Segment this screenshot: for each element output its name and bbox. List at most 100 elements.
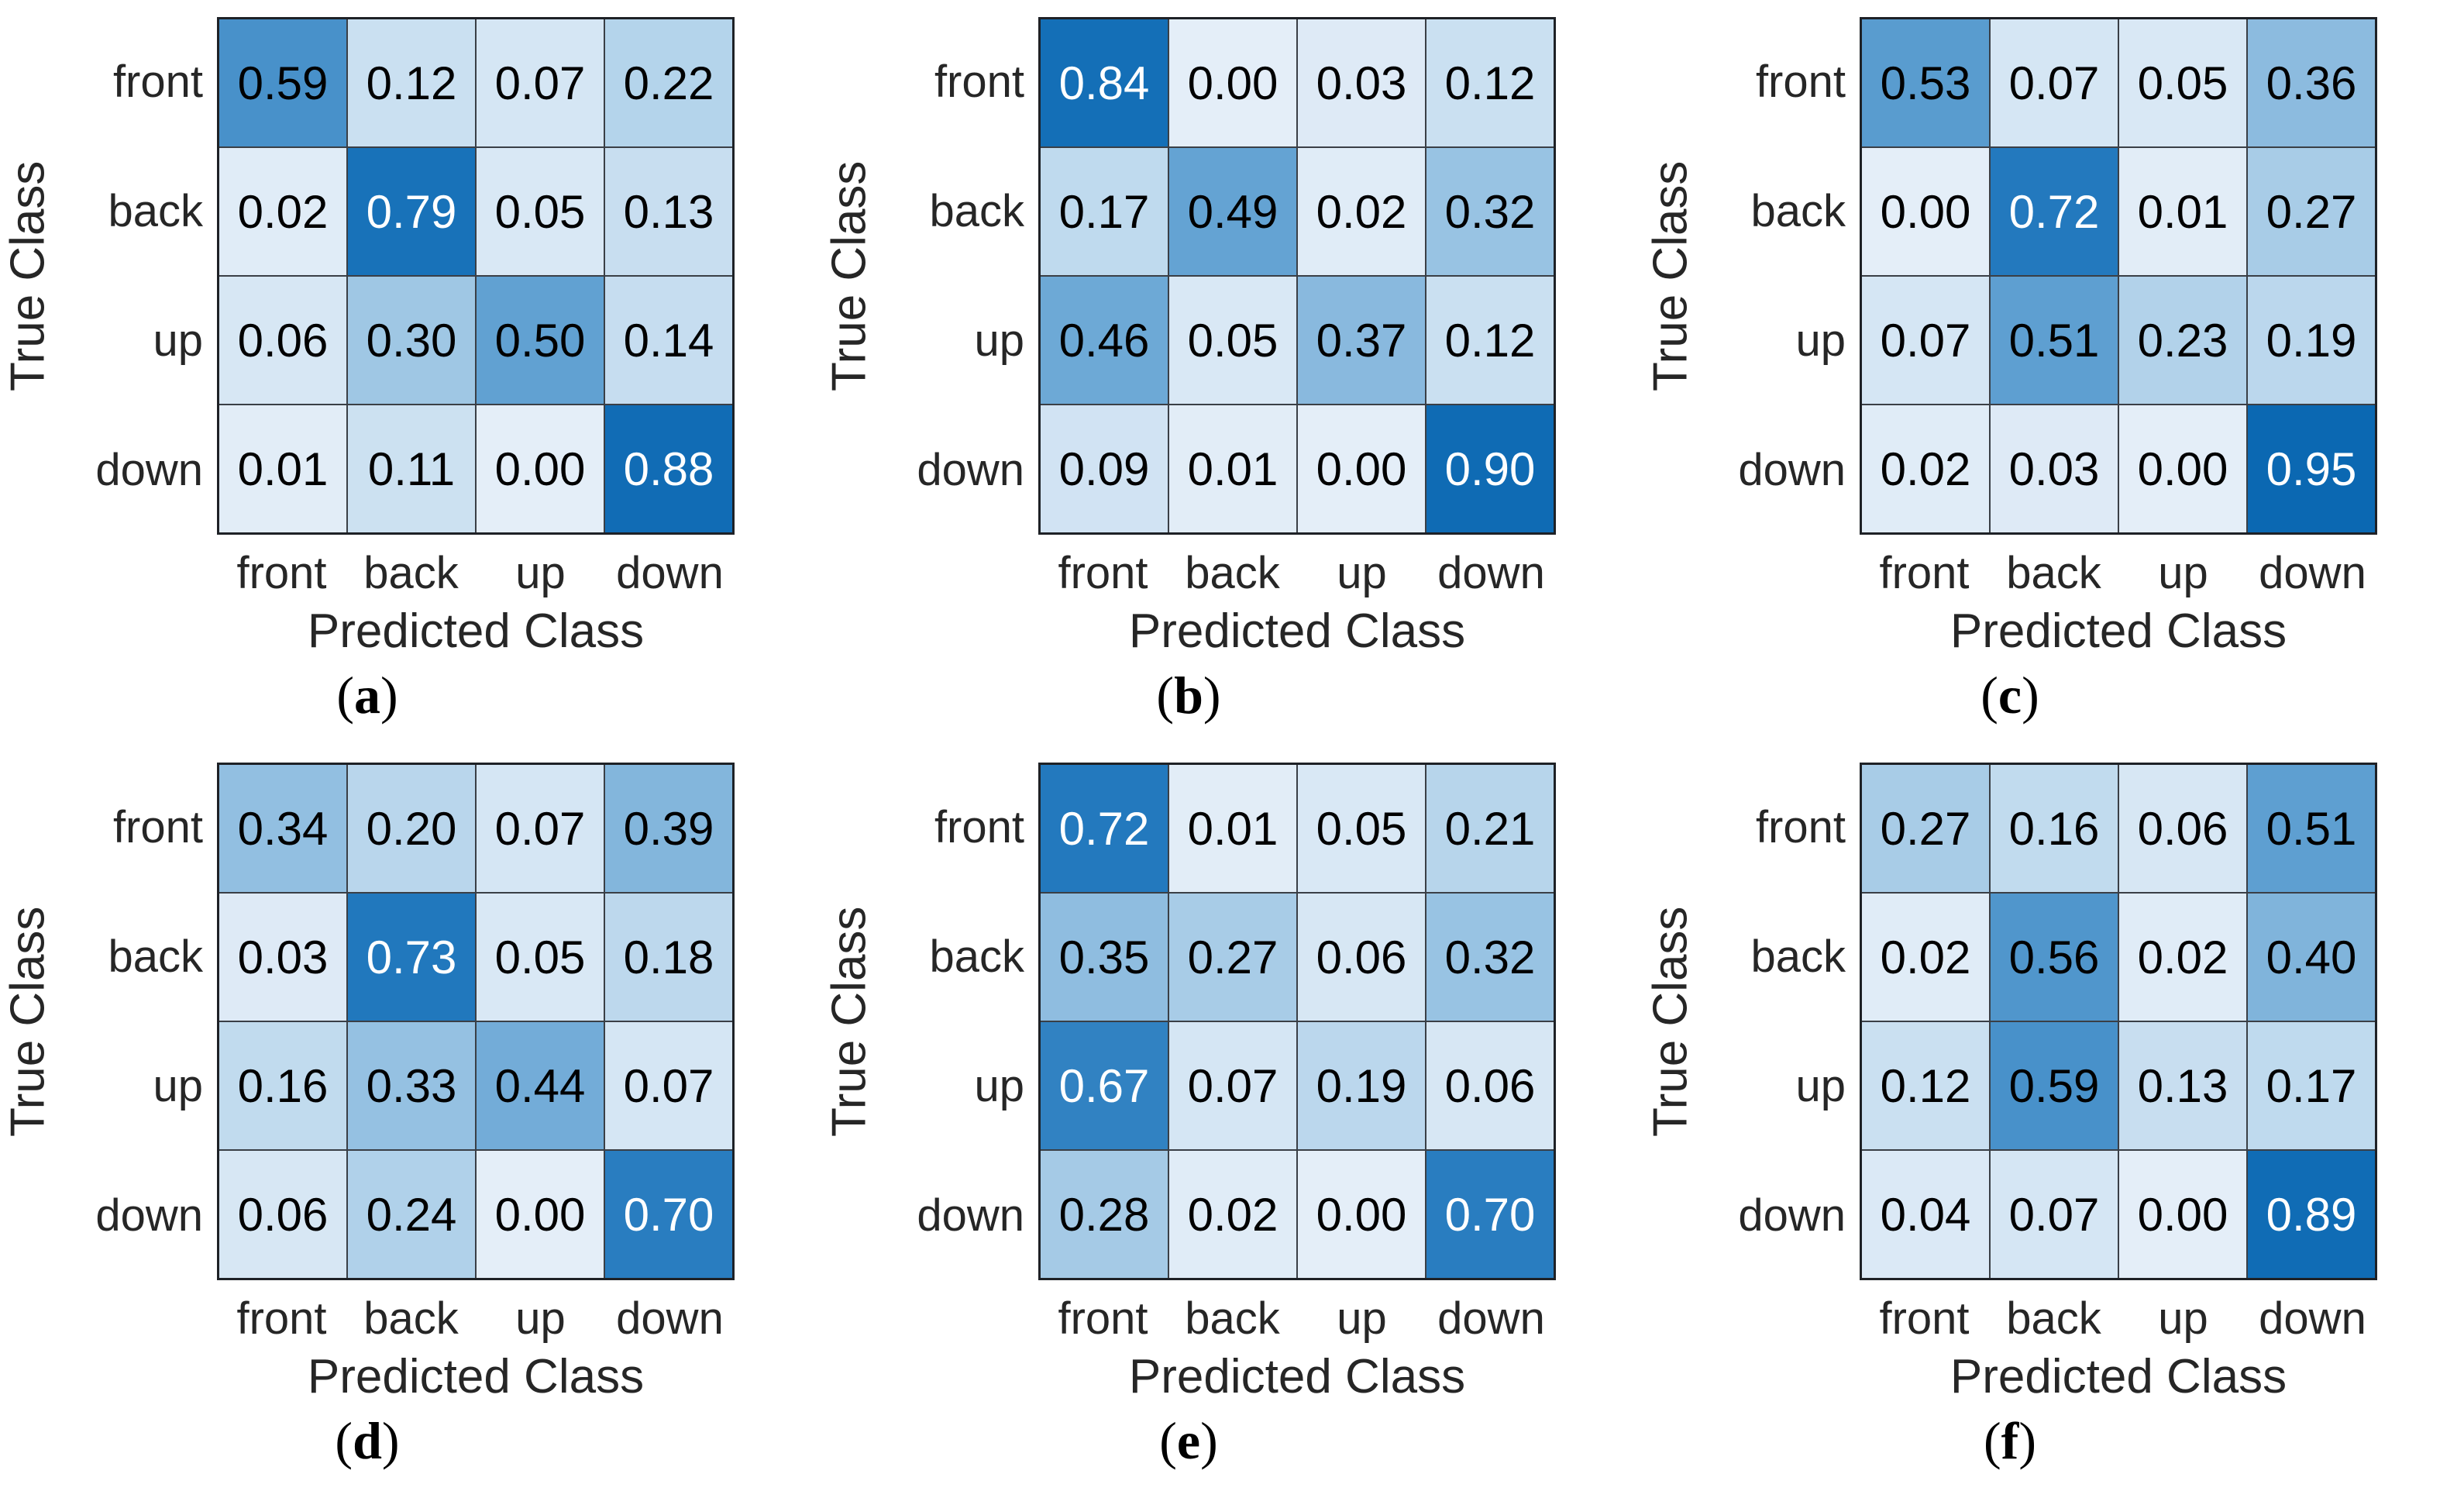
- panel-caption: (b): [1156, 666, 1221, 725]
- y-tick-labels: front back up down: [877, 17, 1038, 535]
- matrix-cell: 0.44: [477, 1022, 604, 1149]
- x-tick-labels: front back up down: [1860, 547, 2377, 599]
- x-tick-label: down: [616, 1293, 724, 1344]
- matrix-cell: 0.90: [1426, 405, 1554, 532]
- matrix-cell: 0.00: [477, 1151, 604, 1278]
- matrix-cell: 0.73: [348, 894, 475, 1021]
- y-tick-label: back: [1750, 186, 1846, 236]
- x-tick-label: back: [363, 548, 459, 598]
- y-tick-label: up: [153, 315, 203, 366]
- matrix-cell: 0.02: [1862, 405, 1989, 532]
- x-tick-label: front: [236, 548, 327, 598]
- y-tick-label: front: [934, 57, 1024, 107]
- x-tick-labels: front back up down: [217, 1293, 735, 1345]
- caption-letter: c: [1998, 666, 2022, 725]
- matrix-cell: 0.02: [1169, 1151, 1296, 1278]
- y-tick-label: front: [1755, 57, 1846, 107]
- matrix-cell: 0.49: [1169, 148, 1296, 275]
- matrix-cell: 0.95: [2248, 405, 2375, 532]
- matrix-cell: 0.72: [1991, 148, 2118, 275]
- matrix-cell: 0.36: [2248, 19, 2375, 146]
- matrix-cell: 0.23: [2119, 277, 2246, 404]
- matrix-cell: 0.32: [1426, 148, 1554, 275]
- matrix-cell: 0.05: [477, 148, 604, 275]
- matrix-cell: 0.89: [2248, 1151, 2375, 1278]
- x-tick-label: up: [1337, 548, 1387, 598]
- y-tick-labels: front back up down: [1698, 763, 1860, 1280]
- matrix-cell: 0.01: [1169, 765, 1296, 892]
- matrix-cell: 0.09: [1041, 405, 1168, 532]
- y-tick-label: back: [929, 186, 1024, 236]
- matrix-cell: 0.16: [1991, 765, 2118, 892]
- x-tick-label: down: [2259, 1293, 2366, 1344]
- matrix-cell: 0.05: [1298, 765, 1425, 892]
- x-tick-label: front: [1058, 1293, 1148, 1344]
- y-tick-label: down: [95, 445, 203, 495]
- panel-caption: (e): [1159, 1411, 1218, 1470]
- matrix-cell: 0.59: [219, 19, 346, 146]
- y-tick-label: up: [974, 315, 1024, 366]
- matrix-cell: 0.56: [1991, 894, 2118, 1021]
- caption-letter: e: [1176, 1411, 1201, 1470]
- matrix-cell: 0.00: [2119, 405, 2246, 532]
- panel-content: True Class front back up down 0.59 0.12 0.07 0.2…: [0, 0, 821, 726]
- matrix-cell: 0.51: [1991, 277, 2118, 404]
- x-tick-label: down: [1437, 1293, 1545, 1344]
- matrix-cell: 0.13: [605, 148, 732, 275]
- matrix-cell: 0.30: [348, 277, 475, 404]
- matrix-cell: 0.02: [1862, 894, 1989, 1021]
- matrix-cell: 0.27: [1169, 894, 1296, 1021]
- y-tick-label: up: [1795, 1061, 1846, 1111]
- panel-content: True Class front back up down 0.34 0.20 0.07 0.3…: [0, 736, 821, 1472]
- matrix-cell: 0.06: [2119, 765, 2246, 892]
- x-tick-label: up: [2158, 1293, 2208, 1344]
- y-tick-label: back: [929, 931, 1024, 982]
- panel-content: True Class front back up down 0.27 0.16 0.06 0.5…: [1643, 736, 2464, 1472]
- matrix-cell: 0.51: [2248, 765, 2375, 892]
- panel-content: True Class front back up down 0.84 0.00 0.03 0.1…: [821, 0, 1643, 726]
- matrix-cell: 0.12: [1862, 1022, 1989, 1149]
- matrix-cell: 0.19: [2248, 277, 2375, 404]
- matrix-cell: 0.12: [1426, 277, 1554, 404]
- matrix-cell: 0.00: [1298, 405, 1425, 532]
- x-tick-label: back: [2006, 548, 2101, 598]
- matrix-cell: 0.27: [1862, 765, 1989, 892]
- matrix-cell: 0.03: [1298, 19, 1425, 146]
- x-tick-label: front: [236, 1293, 327, 1344]
- x-axis-label: Predicted Class: [1128, 1350, 1466, 1403]
- x-axis-label: Predicted Class: [307, 1350, 645, 1403]
- caption-letter: b: [1174, 666, 1203, 725]
- panel-f: True Class front back up down 0.27 0.16 0.06 0.5…: [1643, 736, 2464, 1491]
- matrix-cell: 0.16: [219, 1022, 346, 1149]
- matrix-cell: 0.01: [1169, 405, 1296, 532]
- caption-letter: a: [354, 666, 380, 725]
- x-tick-label: up: [2158, 548, 2208, 598]
- matrix-cell: 0.06: [1298, 894, 1425, 1021]
- x-tick-label: up: [515, 1293, 566, 1344]
- matrix-cell: 0.05: [1169, 277, 1296, 404]
- matrix-cell: 0.84: [1041, 19, 1168, 146]
- plot-area: True Class front back up down 0.59 0.12 0.07 0.2…: [0, 17, 821, 535]
- matrix-cell: 0.17: [2248, 1022, 2375, 1149]
- y-tick-label: front: [112, 57, 203, 107]
- x-tick-labels: front back up down: [1038, 547, 1556, 599]
- x-tick-label: front: [1879, 548, 1970, 598]
- plot-area: True Class front back up down 0.27 0.16 0.06 0.5…: [1643, 763, 2464, 1280]
- matrix-cell: 0.88: [605, 405, 732, 532]
- x-tick-label: front: [1058, 548, 1148, 598]
- matrix-cell: 0.35: [1041, 894, 1168, 1021]
- matrix-cell: 0.19: [1298, 1022, 1425, 1149]
- y-tick-label: front: [934, 802, 1024, 852]
- x-tick-label: back: [1185, 1293, 1280, 1344]
- plot-area: True Class front back up down 0.72 0.01 0.05 0.2…: [821, 763, 1643, 1280]
- matrix-cell: 0.24: [348, 1151, 475, 1278]
- plot-area: True Class front back up down 0.84 0.00 0.03 0.1…: [821, 17, 1643, 535]
- y-tick-label: down: [917, 1190, 1024, 1241]
- matrix-cell: 0.00: [1862, 148, 1989, 275]
- panel-a: True Class front back up down 0.59 0.12 0.07 0.2…: [0, 0, 821, 736]
- matrix-cell: 0.04: [1862, 1151, 1989, 1278]
- matrix-cell: 0.07: [1862, 277, 1989, 404]
- matrix-cell: 0.40: [2248, 894, 2375, 1021]
- matrix-cell: 0.00: [1298, 1151, 1425, 1278]
- matrix-cell: 0.22: [605, 19, 732, 146]
